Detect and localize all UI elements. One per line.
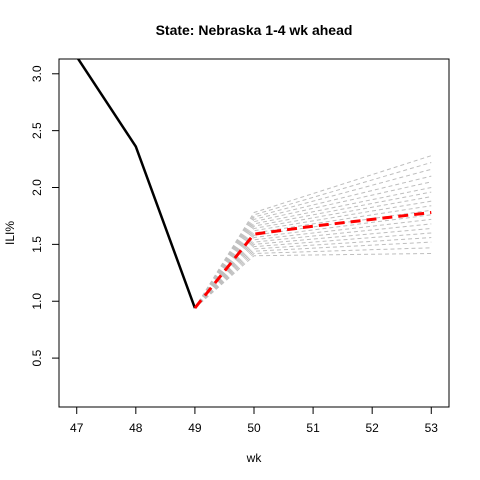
trajectory-line <box>194 162 432 309</box>
trajectory-line <box>194 223 432 309</box>
y-tick-label: 0.5 <box>30 349 44 366</box>
trajectory-line <box>194 218 432 309</box>
x-tick-label: 53 <box>425 421 439 435</box>
y-tick-label: 1.0 <box>30 293 44 310</box>
y-tick-label: 3.0 <box>30 65 44 82</box>
y-tick-label: 1.5 <box>30 236 44 253</box>
y-axis: 0.5 1.0 1.5 2.0 2.5 3.0 <box>30 65 59 366</box>
trajectory-line <box>194 196 432 309</box>
plot-frame <box>58 58 450 408</box>
forecast-mean-line <box>193 211 432 309</box>
trajectory-line <box>194 247 432 309</box>
trajectory-line <box>194 205 432 309</box>
trajectory-line <box>194 232 432 309</box>
x-tick-label: 51 <box>306 421 320 435</box>
y-axis-label: ILI% <box>3 221 17 245</box>
forecast-mean-series <box>193 211 432 309</box>
y-tick-label: 2.5 <box>30 122 44 139</box>
observed-series <box>76 59 197 309</box>
x-tick-label: 48 <box>129 421 143 435</box>
chart-title: State: Nebraska 1-4 wk ahead <box>156 22 353 38</box>
trajectory-line <box>194 237 432 309</box>
forecast-trajectories <box>194 155 432 309</box>
x-tick-label: 50 <box>247 421 261 435</box>
trajectory-line <box>194 241 432 309</box>
y-tick-label: 2.0 <box>30 179 44 196</box>
x-tick-label: 49 <box>188 421 202 435</box>
trajectory-line <box>194 214 432 309</box>
trajectory-line <box>194 209 432 309</box>
trajectory-line <box>194 227 432 309</box>
trajectory-line <box>194 252 432 309</box>
trajectory-line <box>194 191 432 309</box>
trajectory-line <box>194 175 432 309</box>
x-tick-label: 47 <box>70 421 84 435</box>
observed-line <box>76 59 197 309</box>
trajectory-line <box>194 187 432 309</box>
trajectory-line <box>194 168 432 309</box>
trajectory-line <box>194 181 432 309</box>
x-axis-label: wk <box>246 451 263 465</box>
x-axis: 47 48 49 50 51 52 53 <box>70 407 438 435</box>
x-tick-label: 52 <box>366 421 380 435</box>
